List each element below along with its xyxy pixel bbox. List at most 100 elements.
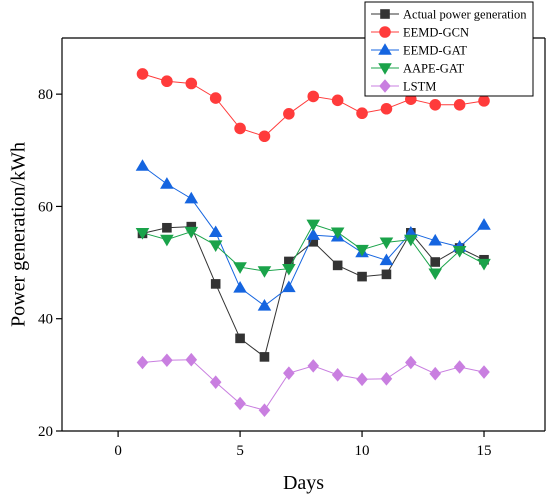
series-4 [135, 219, 491, 281]
data-point [429, 366, 442, 381]
data-point [161, 75, 173, 88]
legend-item: AAPE-GAT [371, 62, 464, 76]
data-point [258, 130, 271, 143]
data-point [210, 279, 221, 289]
data-point [208, 240, 223, 252]
series-1 [137, 221, 489, 362]
data-point [453, 99, 466, 111]
legend-item: EEMD-GCN [371, 26, 469, 40]
legend-item: EEMD-GAT [371, 43, 467, 58]
data-point [136, 355, 149, 370]
legend-item: Actual power generation [371, 8, 527, 22]
data-point [282, 263, 296, 276]
data-point [208, 225, 223, 238]
legend-box [364, 1, 534, 97]
data-point [234, 122, 246, 135]
data-point [331, 94, 344, 107]
data-point [257, 299, 272, 311]
data-point [162, 222, 172, 233]
data-point [404, 226, 418, 238]
x-tick-label: 15 [477, 443, 492, 459]
data-point [135, 159, 150, 171]
data-point [379, 253, 394, 266]
data-point [135, 228, 150, 240]
series-2 [136, 68, 490, 143]
data-point [283, 366, 295, 380]
legend-label: EEMD-GCN [403, 26, 469, 40]
data-point [259, 352, 270, 362]
series-3 [135, 159, 491, 311]
legend-label: Actual power generation [403, 8, 527, 22]
data-point [331, 368, 344, 382]
data-point [308, 236, 319, 247]
y-tick-label: 80 [38, 87, 53, 103]
data-point [161, 353, 173, 368]
data-point [380, 102, 393, 115]
data-point [209, 375, 222, 389]
data-point [235, 333, 245, 344]
series [135, 68, 491, 418]
data-point [453, 360, 466, 374]
x-tick-label: 5 [236, 443, 244, 459]
data-point [184, 226, 199, 239]
x-tick-label: 0 [114, 443, 122, 459]
data-point [356, 107, 368, 120]
y-axis-title: Power generation/kWh [8, 142, 30, 327]
legend-marker [379, 79, 391, 93]
legend-label: AAPE-GAT [403, 62, 464, 76]
legend: Actual power generation EEMD-GCN EEMD-GAT A… [364, 1, 534, 97]
data-point [430, 257, 441, 267]
ticks: 0 5 10 15 20 40 60 80 [38, 87, 492, 459]
data-point [380, 371, 393, 386]
data-point [257, 266, 272, 278]
data-point [258, 403, 271, 418]
data-point [209, 92, 222, 104]
y-tick-label: 60 [38, 199, 53, 215]
legend-marker [378, 63, 392, 75]
data-point [234, 396, 246, 411]
data-point [282, 280, 296, 293]
legend-label: EEMD-GAT [403, 44, 467, 58]
data-point [428, 268, 443, 281]
x-tick-label: 10 [355, 443, 370, 459]
data-point [185, 352, 198, 367]
legend-marker [379, 26, 391, 38]
axes [61, 37, 546, 432]
y-tick-label: 20 [38, 424, 53, 440]
data-point [233, 262, 247, 274]
data-point [477, 218, 491, 230]
data-point [379, 237, 394, 250]
data-point [478, 365, 490, 379]
data-point [284, 256, 294, 267]
data-point [381, 269, 392, 280]
legend-marker [380, 9, 390, 19]
data-point [283, 107, 295, 120]
data-point [356, 372, 368, 387]
data-point [355, 244, 369, 257]
data-point [184, 191, 199, 204]
x-axis-title: Days [283, 472, 324, 494]
data-point [307, 90, 320, 103]
data-point [186, 221, 197, 232]
data-point [307, 359, 320, 373]
data-point [160, 177, 174, 189]
series-5 [136, 352, 490, 418]
data-point [233, 281, 247, 293]
data-point [306, 219, 321, 232]
data-point [452, 245, 467, 258]
data-point [478, 95, 490, 107]
data-point [306, 228, 321, 240]
data-point [160, 234, 174, 247]
legend-marker [378, 43, 392, 55]
data-point [332, 260, 343, 271]
data-point [136, 68, 149, 80]
legend-label: LSTM [403, 80, 436, 94]
data-point [330, 227, 345, 240]
data-point [477, 258, 491, 271]
data-point [429, 99, 442, 111]
legend-item: LSTM [371, 79, 436, 94]
data-point [404, 234, 418, 247]
data-point [357, 271, 367, 282]
